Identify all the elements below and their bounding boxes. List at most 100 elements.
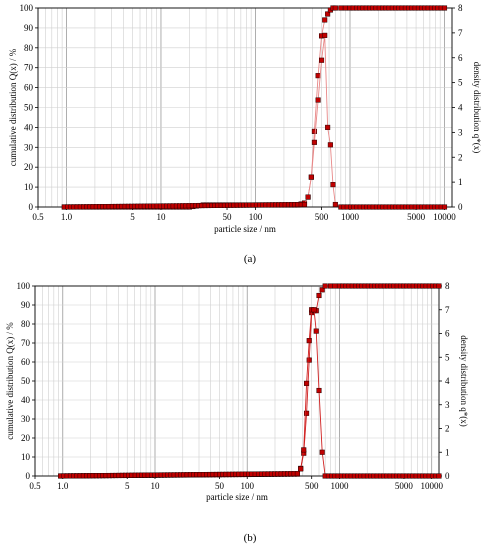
- x-tick-label: 1000: [330, 481, 349, 491]
- y-tick-label-left: 40: [21, 395, 31, 405]
- y-tick-label-left: 0: [29, 202, 34, 212]
- figure-caption: (a): [244, 253, 257, 265]
- y-tick-label-right: 2: [445, 424, 450, 434]
- y-tick-label-left: 50: [21, 376, 31, 386]
- y-tick-label-left: 70: [24, 63, 34, 73]
- y-tick-label-left: 80: [24, 43, 34, 53]
- data-point-density: [325, 124, 331, 130]
- data-point-density: [322, 32, 328, 38]
- y-tick-label-right: 0: [445, 471, 450, 481]
- x-tick-label: 0.5: [32, 212, 44, 222]
- figure-caption: (b): [244, 532, 257, 544]
- data-point-density: [298, 466, 304, 472]
- y-tick-label-right: 5: [445, 352, 450, 362]
- data-point-density: [315, 97, 321, 103]
- y-tick-label-left: 20: [21, 433, 31, 443]
- data-point-density: [301, 201, 308, 208]
- data-point-density: [316, 387, 322, 394]
- x-tick-label: 500: [315, 212, 329, 222]
- data-point-cumulative: [316, 292, 322, 299]
- data-point-density: [306, 338, 312, 344]
- data-point-density: [318, 57, 325, 63]
- x-tick-label: 100: [240, 481, 254, 491]
- data-point-cumulative: [319, 287, 325, 293]
- x-tick-label: 100: [249, 212, 263, 222]
- y-tick-label-right: 3: [458, 127, 463, 137]
- y-tick-label-left: 90: [24, 23, 34, 33]
- y-tick-label-left: 30: [21, 414, 31, 424]
- data-point-cumulative: [332, 283, 338, 289]
- x-tick-label: 10000: [420, 481, 443, 491]
- y-axis-title-right: density distribution q*(x): [472, 62, 482, 154]
- data-point-cumulative: [436, 283, 442, 289]
- y-tick-label-left: 10: [21, 452, 31, 462]
- data-point-cumulative: [327, 283, 334, 289]
- y-tick-label-right: 8: [458, 3, 463, 13]
- y-tick-label-right: 6: [458, 53, 463, 63]
- y-tick-label-left: 50: [24, 103, 34, 113]
- x-axis-title: particle size / nm: [206, 492, 268, 502]
- data-point-density: [327, 142, 333, 148]
- data-point-density: [332, 201, 338, 208]
- data-point-cumulative: [325, 11, 331, 17]
- data-point-cumulative: [322, 283, 328, 289]
- data-point-cumulative: [342, 5, 348, 11]
- data-point-density: [305, 194, 311, 200]
- y-tick-label-right: 7: [445, 305, 450, 315]
- y-tick-label-left: 40: [24, 122, 34, 132]
- data-point-density: [330, 182, 336, 188]
- y-tick-label-left: 60: [21, 357, 31, 367]
- y-tick-label-left: 0: [26, 471, 31, 481]
- y-tick-label-right: 2: [458, 152, 463, 162]
- chart-b: 0.5 1.0 5 10 50 100 500 1000 5000 100000102030405…: [5, 281, 469, 544]
- data-point-cumulative: [306, 357, 312, 363]
- y-tick-label-right: 6: [445, 329, 450, 339]
- data-point-cumulative: [304, 410, 310, 416]
- x-tick-label: 500: [305, 481, 319, 491]
- data-point-cumulative: [332, 5, 338, 11]
- data-point-density: [313, 328, 319, 334]
- x-tick-label: 1000: [341, 212, 360, 222]
- y-tick-label-left: 70: [21, 338, 31, 348]
- series-line-density: [60, 309, 439, 477]
- y-tick-label-left: 60: [24, 83, 34, 93]
- chart-a: 0.5 1.0 5 10 50 100 500 1000 5000 100000102030405…: [8, 3, 482, 265]
- data-point-cumulative: [322, 17, 328, 23]
- y-tick-label-right: 3: [445, 400, 450, 410]
- y-tick-label-left: 100: [17, 281, 31, 291]
- y-axis-title-right: density distribution q*(x): [459, 335, 469, 427]
- x-tick-label: 10000: [433, 212, 456, 222]
- data-point-cumulative: [338, 5, 344, 11]
- y-tick-label-right: 0: [458, 202, 463, 212]
- data-point-density: [436, 473, 442, 479]
- data-point-density: [294, 471, 300, 477]
- y-tick-label-left: 30: [24, 142, 34, 152]
- y-axis-title-left: cumulative distribution Q(x) / %: [5, 322, 15, 440]
- data-point-cumulative: [441, 5, 448, 11]
- data-point-density: [311, 307, 317, 313]
- data-point-density: [319, 449, 325, 455]
- y-tick-label-right: 7: [458, 28, 463, 38]
- data-point-density: [308, 174, 314, 180]
- x-tick-label: 50: [215, 481, 225, 491]
- series-line-density: [64, 35, 445, 208]
- data-point-density: [441, 204, 448, 210]
- x-tick-label: 10: [150, 481, 160, 491]
- data-point-density: [311, 139, 317, 145]
- y-tick-label-right: 8: [445, 281, 450, 291]
- data-point-cumulative: [311, 128, 317, 134]
- y-tick-label-left: 90: [21, 300, 31, 310]
- x-axis-title: particle size / nm: [214, 224, 276, 234]
- y-tick-label-right: 1: [458, 177, 463, 187]
- x-tick-label: 5: [125, 481, 130, 491]
- y-tick-label-left: 10: [24, 182, 34, 192]
- x-tick-label: 5000: [395, 481, 414, 491]
- y-tick-label-left: 100: [20, 3, 34, 13]
- y-tick-label-right: 5: [458, 78, 463, 88]
- y-tick-label-right: 1: [445, 447, 450, 457]
- x-tick-label: 1.0: [57, 481, 69, 491]
- x-tick-label: 1.0: [61, 212, 73, 222]
- x-tick-label: 5000: [407, 212, 426, 222]
- x-tick-label: 0.5: [29, 481, 41, 491]
